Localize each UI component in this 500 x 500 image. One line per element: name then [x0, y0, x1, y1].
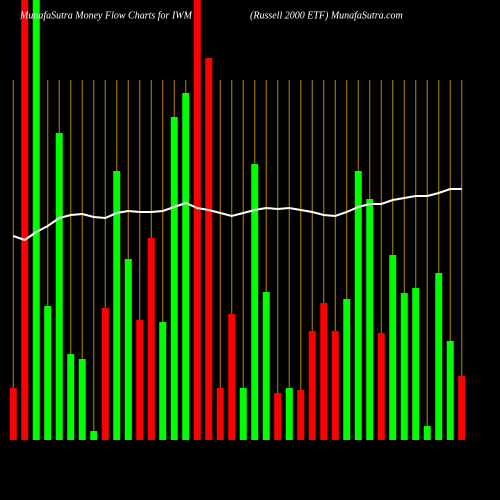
bar — [458, 376, 466, 440]
bar — [366, 199, 374, 440]
chart-subtitle: (Russell 2000 ETF) MunafaSutra.com — [250, 10, 403, 21]
bar — [124, 259, 132, 440]
bar — [297, 390, 305, 440]
bar — [9, 388, 17, 440]
bar — [21, 0, 29, 440]
bar — [32, 0, 40, 440]
bar — [446, 341, 454, 440]
bars — [9, 0, 466, 440]
bar — [101, 308, 109, 440]
bar — [182, 93, 190, 440]
trend-line — [12, 188, 462, 242]
bar — [90, 431, 98, 440]
bar — [377, 333, 385, 440]
bar — [400, 293, 408, 440]
bar — [389, 255, 397, 440]
bar — [343, 299, 351, 440]
bar — [44, 306, 52, 440]
bar — [262, 292, 270, 440]
bar — [159, 322, 167, 440]
bar — [147, 238, 155, 440]
bar — [331, 331, 339, 440]
bar — [274, 393, 282, 440]
bar — [136, 320, 144, 440]
bar — [435, 273, 443, 440]
bar — [193, 0, 201, 440]
bar — [78, 359, 86, 440]
bar — [423, 426, 431, 440]
bar — [228, 314, 236, 440]
bar — [251, 164, 259, 440]
bar — [412, 288, 420, 440]
bar — [113, 171, 121, 440]
bar — [55, 133, 63, 440]
bar — [205, 58, 213, 440]
chart-title: MunafaSutra Money Flow Charts for IWM — [19, 10, 193, 21]
bar — [320, 303, 328, 440]
bar — [285, 388, 293, 440]
bar — [67, 354, 75, 440]
bar — [170, 117, 178, 440]
bar — [239, 388, 247, 440]
bar — [354, 171, 362, 440]
bar — [308, 331, 316, 440]
bar — [216, 388, 224, 440]
